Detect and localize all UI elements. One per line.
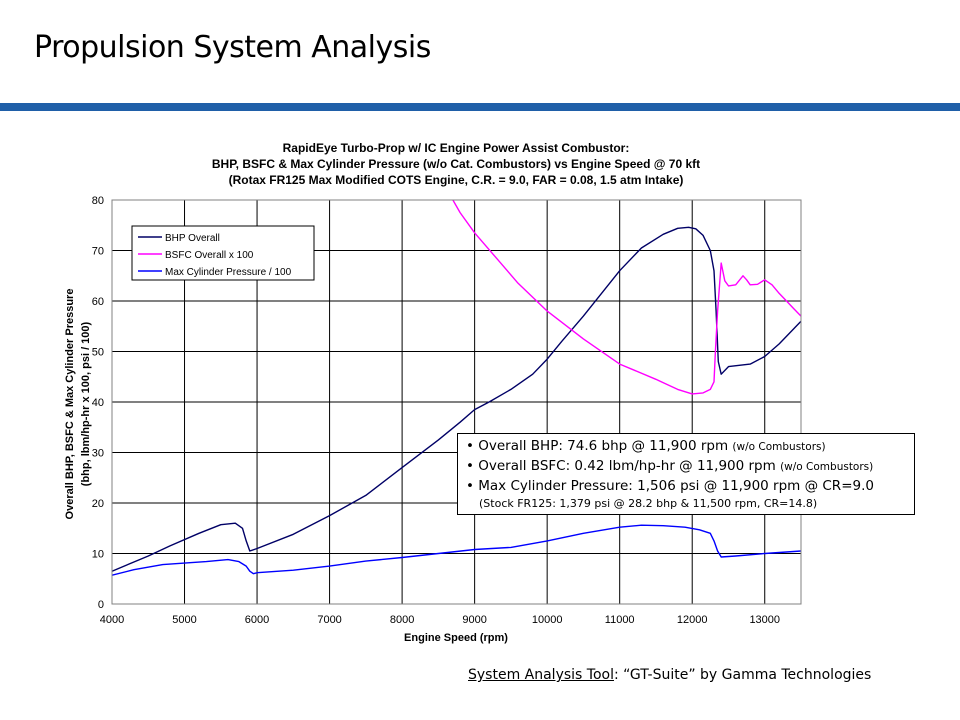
info-bsfc-text: • Overall BSFC: 0.42 lbm/hp-hr @ 11,900 … bbox=[466, 458, 781, 474]
chart-title-line: RapidEye Turbo-Prop w/ IC Engine Power A… bbox=[283, 141, 630, 155]
y-tick-label: 10 bbox=[92, 549, 104, 561]
y-tick-label: 30 bbox=[92, 448, 104, 460]
legend-label-1: BHP Overall bbox=[165, 233, 220, 244]
series-line-2 bbox=[452, 200, 801, 395]
footer-credit: System Analysis Tool: “GT-Suite” by Gamm… bbox=[468, 667, 871, 683]
y-tick-label: 80 bbox=[92, 195, 104, 207]
info-bsfc-line: • Overall BSFC: 0.42 lbm/hp-hr @ 11,900 … bbox=[466, 457, 906, 477]
info-pressure-line: • Max Cylinder Pressure: 1,506 psi @ 11,… bbox=[466, 477, 906, 496]
chart-title-line: BHP, BSFC & Max Cylinder Pressure (w/o C… bbox=[212, 157, 700, 171]
x-tick-label: 6000 bbox=[245, 614, 269, 626]
y-axis-label-line-2: (bhp, lbm/hp-hr x 100, psi / 100) bbox=[80, 321, 92, 486]
x-tick-label: 13000 bbox=[749, 614, 780, 626]
info-bhp-note: (w/o Combustors) bbox=[732, 441, 826, 453]
y-tick-label: 70 bbox=[92, 246, 104, 258]
info-stock-note: (Stock FR125: 1,379 psi @ 28.2 bhp & 11,… bbox=[479, 497, 818, 510]
x-tick-label: 11000 bbox=[605, 614, 635, 626]
info-bhp-line: • Overall BHP: 74.6 bhp @ 11,900 rpm (w/… bbox=[466, 437, 906, 457]
y-axis-label-line-1: Overall BHP, BSFC & Max Cylinder Pressur… bbox=[64, 289, 76, 520]
footer-credit-text: : “GT-Suite” by Gamma Technologies bbox=[613, 667, 872, 683]
legend-label-3: Max Cylinder Pressure / 100 bbox=[165, 267, 292, 278]
x-tick-label: 9000 bbox=[462, 614, 486, 626]
info-bsfc-note: (w/o Combustors) bbox=[780, 461, 874, 473]
x-tick-label: 4000 bbox=[100, 614, 124, 626]
x-tick-label: 12000 bbox=[677, 614, 708, 626]
info-pressure-text: • Max Cylinder Pressure: 1,506 psi @ 11,… bbox=[466, 478, 874, 494]
series-line-3 bbox=[112, 524, 801, 576]
legend-label-2: BSFC Overall x 100 bbox=[165, 250, 254, 261]
chart-title-line: (Rotax FR125 Max Modified COTS Engine, C… bbox=[229, 173, 684, 187]
y-tick-label: 60 bbox=[92, 296, 104, 308]
results-info-box: • Overall BHP: 74.6 bhp @ 11,900 rpm (w/… bbox=[457, 433, 915, 515]
y-tick-label: 0 bbox=[98, 599, 104, 611]
x-tick-label: 8000 bbox=[390, 614, 414, 626]
x-axis-label: Engine Speed (rpm) bbox=[404, 632, 508, 644]
legend-box bbox=[131, 225, 315, 281]
x-tick-label: 10000 bbox=[532, 614, 563, 626]
title-rule bbox=[0, 103, 960, 111]
y-tick-label: 50 bbox=[92, 347, 104, 359]
y-tick-label: 40 bbox=[92, 397, 104, 409]
x-tick-label: 7000 bbox=[317, 614, 341, 626]
info-bhp-text: • Overall BHP: 74.6 bhp @ 11,900 rpm bbox=[466, 438, 733, 454]
plot-frame bbox=[111, 199, 802, 605]
y-tick-label: 20 bbox=[92, 498, 104, 510]
slide-title: Propulsion System Analysis bbox=[34, 30, 431, 65]
x-tick-label: 5000 bbox=[172, 614, 196, 626]
series-line-1 bbox=[112, 226, 801, 572]
footer-tool-link[interactable]: System Analysis Tool bbox=[468, 667, 614, 683]
